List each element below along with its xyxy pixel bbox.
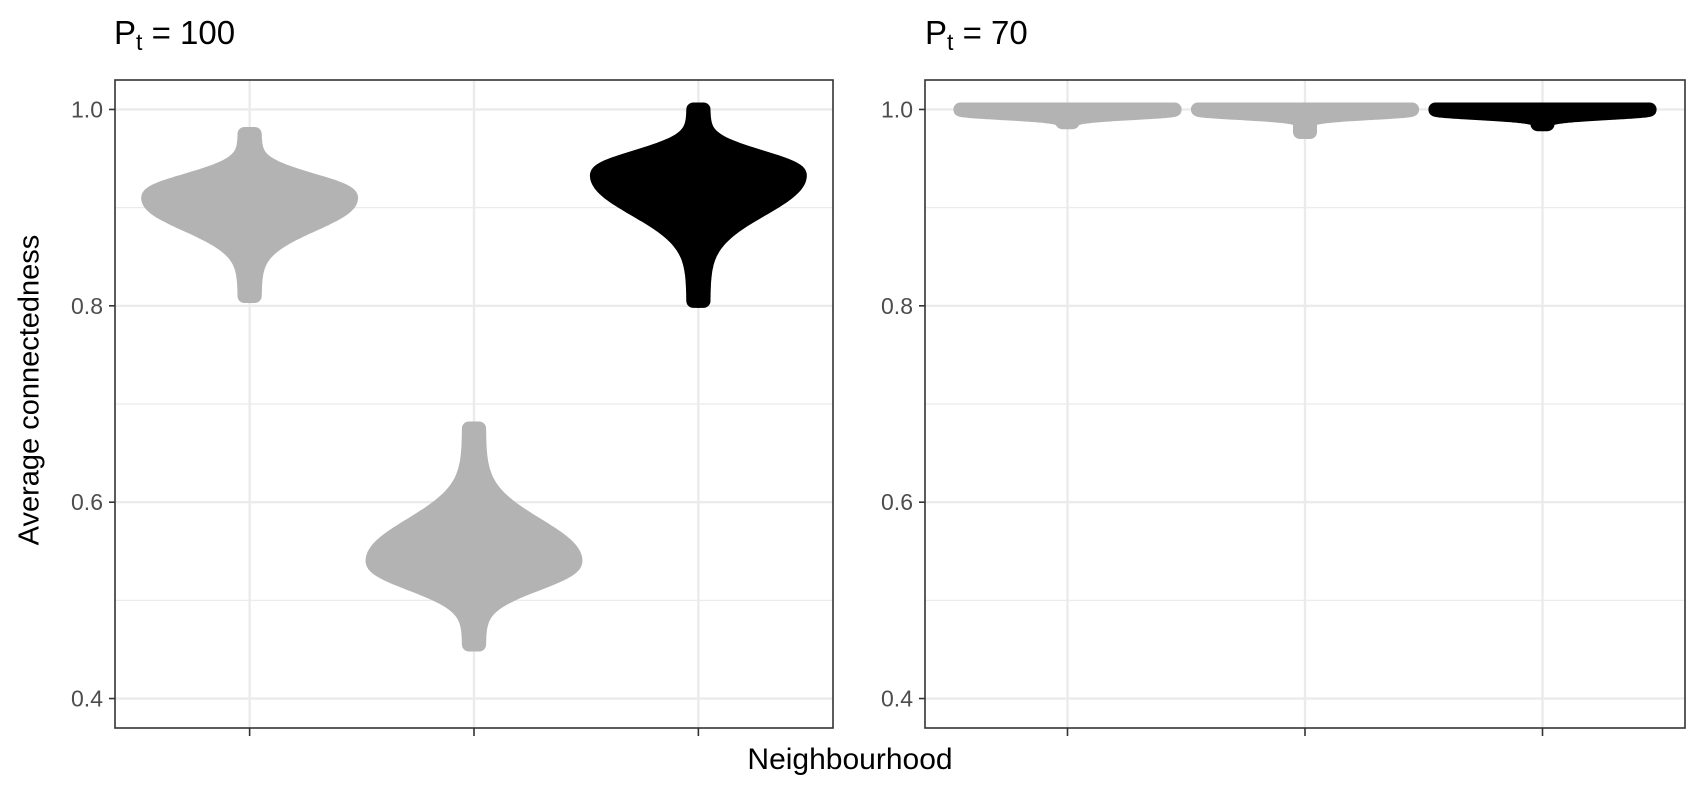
x-axis-label: Neighbourhood — [747, 743, 953, 776]
y-tick-label: 1.0 — [881, 96, 913, 122]
violin-max-point — [691, 102, 706, 117]
violin-2 — [1190, 102, 1420, 139]
panel-1: 0.4 0.6 0.8 1.0 — [71, 79, 834, 736]
y-tick-label: 0.8 — [881, 293, 913, 319]
y-tick-label: 0.6 — [881, 489, 913, 515]
panel-title-1: Pt = 100 — [114, 14, 236, 55]
violin-min-point — [1298, 125, 1312, 140]
y-tick-label: 0.4 — [881, 686, 913, 712]
violin-min-point — [1060, 115, 1075, 130]
violin-2 — [365, 421, 583, 652]
y-tick-label: 1.0 — [71, 96, 103, 122]
violin-1 — [141, 127, 359, 303]
y-axis-label: Average connectedness — [13, 234, 46, 546]
violin-max-point — [1060, 102, 1075, 117]
violin-min-point — [1535, 117, 1550, 132]
y-tick-label: 0.6 — [71, 489, 103, 515]
y-tick-label: 0.4 — [71, 686, 103, 712]
violin-3 — [1428, 102, 1657, 132]
violin-max-point — [467, 421, 481, 436]
panel-title-2: Pt = 70 — [925, 14, 1028, 55]
panel-2: 0.4 0.6 0.8 1.0 — [881, 79, 1686, 736]
violin-min-point — [467, 637, 481, 652]
violin-max-point — [1298, 102, 1312, 117]
y-tick-label: 0.8 — [71, 293, 103, 319]
violin-max-point — [1535, 102, 1550, 117]
violin-3 — [589, 102, 807, 308]
violin-min-point — [691, 293, 706, 308]
violin-min-point — [242, 289, 257, 303]
violin-max-point — [242, 127, 257, 141]
